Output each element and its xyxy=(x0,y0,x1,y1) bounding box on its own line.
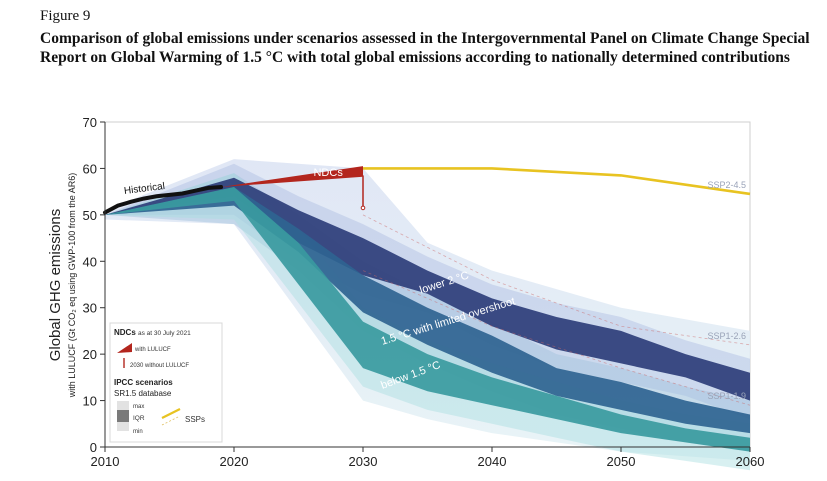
historical-line xyxy=(103,185,224,215)
y-tick-label: 20 xyxy=(83,347,97,362)
legend-ssps: SSPs xyxy=(185,415,205,424)
y-tick-label: 0 xyxy=(90,440,97,455)
legend-ipcc-title: IPCC scenarios xyxy=(114,378,173,387)
legend-with-lulucf: with LULUCF xyxy=(134,347,171,353)
legend-iqr-swatch xyxy=(117,410,129,422)
legend-ssp-swatch xyxy=(161,408,181,419)
legend-min: min xyxy=(133,429,143,435)
ndcs-without-lulucf-dot xyxy=(360,205,366,211)
legend-max: max xyxy=(133,404,144,410)
legend-ndcs-wedge-swatch xyxy=(117,343,132,353)
legend-database: SR1.5 database xyxy=(114,389,172,398)
historical-label: Historical xyxy=(123,181,165,197)
ssp-label: SSP1-1.9 xyxy=(707,391,746,401)
y-tick-label: 60 xyxy=(83,161,97,176)
series-iqr-band xyxy=(105,187,750,434)
legend-ndcs-date: as at 30 July 2021 xyxy=(138,330,191,337)
legend-ssp-swatch-dashed xyxy=(161,415,181,426)
x-tick-label: 2010 xyxy=(91,454,120,469)
y-tick-label: 70 xyxy=(83,115,97,130)
legend-ndcs-title: NDCs xyxy=(114,328,136,337)
ssp-label: SSP1-2.6 xyxy=(707,331,746,341)
series-iqr-band xyxy=(105,177,750,401)
y-axis-sublabel: with LULUCF (Gt CO₂ eq using GWP-100 fro… xyxy=(67,173,77,399)
ndcs-wedge xyxy=(221,166,363,187)
y-tick-label: 40 xyxy=(83,254,97,269)
x-tick-label: 2050 xyxy=(607,454,636,469)
y-tick-label: 10 xyxy=(83,394,97,409)
figure-title: Comparison of global emissions under sce… xyxy=(40,30,810,66)
y-tick-label: 30 xyxy=(83,301,97,316)
legend: NDCs as at 30 July 2021 with LULUCF 2030 wi… xyxy=(109,322,223,443)
x-tick-label: 2030 xyxy=(349,454,378,469)
x-tick-label: 2020 xyxy=(220,454,249,469)
ssp-line xyxy=(363,167,751,196)
legend-without-lulucf: 2030 without LULUCF xyxy=(130,363,189,369)
y-axis-label: Global GHG emissions xyxy=(47,209,64,362)
ssp-line xyxy=(362,214,751,346)
ssp-line xyxy=(362,270,751,406)
legend-iqr: IQR xyxy=(133,415,145,422)
x-tick-label: 2060 xyxy=(736,454,765,469)
ssp-label: SSP2-4.5 xyxy=(707,180,746,190)
y-tick-label: 50 xyxy=(83,208,97,223)
figure-label: Figure 9 xyxy=(40,8,91,24)
x-tick-label: 2040 xyxy=(478,454,507,469)
ndcs-label: NDCs xyxy=(313,167,343,179)
